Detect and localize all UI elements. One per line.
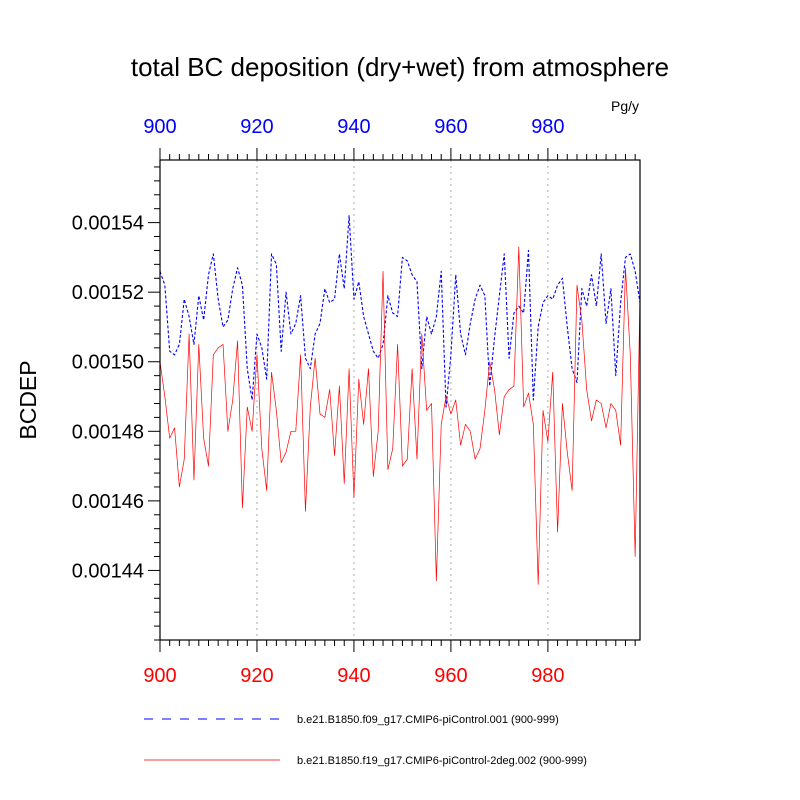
- x-tick-label-top-980: 980: [531, 116, 564, 138]
- x-tick-label-bottom-900: 900: [143, 665, 176, 687]
- y-tick-label-1: 0.00146: [72, 491, 144, 513]
- y-tick-label-0: 0.00144: [72, 560, 144, 582]
- series-lines: [159, 215, 641, 585]
- series-line-1: [159, 215, 641, 408]
- x-tick-label-bottom-940: 940: [337, 665, 370, 687]
- x-tick-label-bottom-960: 960: [434, 665, 467, 687]
- plot-frame: [159, 159, 641, 641]
- y-tick-label-2: 0.00148: [72, 421, 144, 443]
- x-tick-label-bottom-980: 980: [531, 665, 564, 687]
- x-tick-label-top-900: 900: [143, 116, 176, 138]
- y-tick-label-4: 0.00152: [72, 282, 144, 304]
- y-axis-label: BCDEP: [15, 360, 41, 439]
- legend-label-1: b.e21.B1850.f09_g17.CMIP6-piControl.001 …: [297, 714, 559, 726]
- x-tick-label-top-940: 940: [337, 116, 370, 138]
- series-line-2: [159, 246, 641, 585]
- grid-lines: [256, 160, 549, 640]
- x-tick-label-bottom-920: 920: [240, 665, 273, 687]
- units-label: Pg/y: [611, 98, 639, 114]
- y-tick-label-5: 0.00154: [72, 213, 144, 235]
- x-tick-label-top-960: 960: [434, 116, 467, 138]
- chart-title: total BC deposition (dry+wet) from atmos…: [131, 52, 669, 82]
- legend-label-2: b.e21.B1850.f19_g17.CMIP6-piControl-2deg…: [297, 755, 587, 767]
- y-tick-label-3: 0.00150: [72, 352, 144, 374]
- x-tick-label-top-920: 920: [240, 116, 273, 138]
- legend: b.e21.B1850.f09_g17.CMIP6-piControl.001 …: [144, 714, 587, 767]
- axes: 900 900 920 920 940 940 960 960 980 980 0.00144 0.0…: [72, 116, 641, 687]
